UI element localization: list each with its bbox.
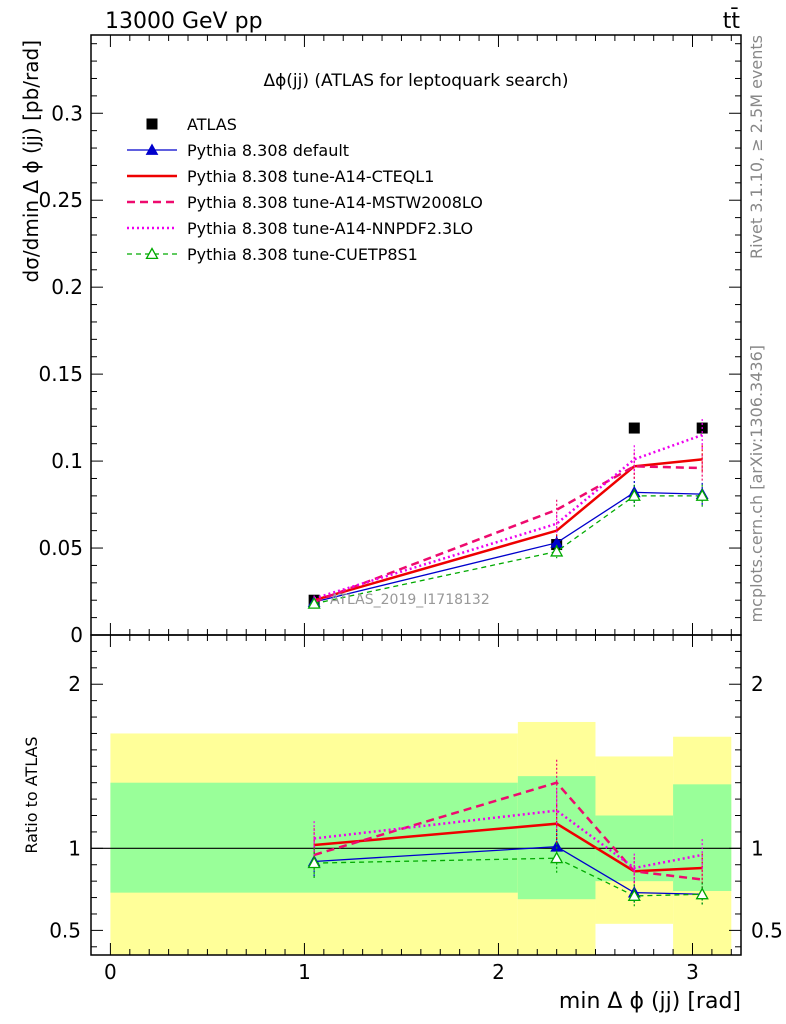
legend-label: Pythia 8.308 tune-A14-CTEQL1	[187, 167, 434, 186]
legend-item: Pythia 8.308 tune-CUETP8S1	[127, 245, 418, 264]
series-pythia-8-308-tune-a14-nnpdf2-3lo	[313, 419, 703, 602]
ratio-series-line	[313, 809, 703, 870]
legend-label: Pythia 8.308 tune-A14-MSTW2008LO	[187, 193, 483, 212]
legend-item: Pythia 8.308 default	[127, 141, 349, 160]
main-panel: 0 0.05 0.1 0.15 0.2 0.25 0.3 Δϕ(jj) (ATLAS for…	[19, 34, 742, 647]
legend-label: Pythia 8.308 default	[187, 141, 349, 160]
ratio-y-tick-label-right: 0.5	[751, 918, 783, 942]
ratio-panel-frame	[90, 634, 742, 956]
legend-item: Pythia 8.308 tune-A14-MSTW2008LO	[127, 193, 483, 212]
ratio-y-tick-label: 1	[68, 836, 81, 860]
ratio-y-tick-label: 2	[68, 672, 81, 696]
x-tick-label: 0	[104, 960, 117, 984]
atlas-data-point	[628, 422, 640, 434]
ratio-marker	[307, 856, 321, 869]
ratio-marker	[695, 887, 709, 900]
rivet-version-note: Rivet 3.1.10, ≥ 2.5M events	[747, 35, 766, 259]
ratio-series-line	[313, 781, 703, 881]
x-axis-label: min Δ ϕ (jj) [rad]	[559, 989, 741, 1014]
process-label: 13000 GeV pp	[105, 9, 263, 34]
main-y-tick-label: 0.2	[51, 275, 83, 299]
legend-label: Pythia 8.308 tune-A14-NNPDF2.3LO	[187, 219, 473, 238]
legend-swatch	[146, 118, 158, 130]
series-line	[313, 433, 703, 600]
ratio-panel: 0 1 2 3 0.5 0.5 1 1 2 2 Ratio to ATLAS min Δ ϕ (j…	[22, 634, 783, 1014]
legend-label: Pythia 8.308 tune-CUETP8S1	[187, 245, 418, 264]
ratio-series-line	[314, 822, 703, 873]
series-marker	[627, 489, 641, 501]
ratio-y-axis-label: Ratio to ATLAS	[22, 736, 41, 853]
main-y-axis-label: dσ/dmin Δ ϕ (jj) [pb/rad]	[19, 40, 43, 282]
legend-item: Pythia 8.308 tune-A14-CTEQL1	[127, 167, 434, 186]
series-atlas	[308, 422, 708, 606]
series-marker	[307, 596, 321, 609]
ratio-marker	[627, 889, 641, 901]
main-y-tick-label: 0.05	[38, 536, 83, 560]
main-y-tick-label: 0.1	[51, 449, 83, 473]
main-title: Δϕ(jj) (ATLAS for leptoquark search)	[263, 71, 568, 91]
inner-uncertainty-band	[673, 784, 732, 891]
series-marker	[550, 544, 564, 557]
series-marker	[695, 489, 709, 501]
x-tick-label: 1	[298, 960, 311, 984]
ratio-marker	[550, 851, 564, 864]
main-y-tick-label: 0.15	[38, 362, 83, 386]
x-tick-label: 3	[686, 960, 699, 984]
main-y-tick-label: 0.25	[38, 188, 83, 212]
ratio-y-tick-label-right: 1	[751, 836, 764, 860]
final-state-label: tt̄	[723, 8, 741, 34]
ratio-series-line	[314, 846, 703, 895]
series-line	[313, 465, 703, 604]
source-note: mcplots.cern.ch [arXiv:1306.3436]	[747, 345, 766, 622]
ratio-y-tick-label: 0.5	[49, 918, 81, 942]
main-y-tick-label: 0	[70, 623, 83, 647]
legend-marker	[145, 143, 159, 155]
main-y-tick-label: 0.3	[51, 101, 83, 125]
series-line	[313, 458, 703, 602]
legend-item: Pythia 8.308 tune-A14-NNPDF2.3LO	[127, 219, 473, 238]
legend-label: ATLAS	[187, 115, 237, 134]
ratio-series-line	[314, 857, 703, 897]
ratio-series-pythia-8-308-tune-cuetp8s1	[307, 842, 709, 908]
legend-marker	[145, 247, 159, 260]
x-tick-label: 2	[492, 960, 505, 984]
analysis-watermark: ATLAS_2019_I1718132	[330, 592, 490, 608]
series-pythia-8-308-tune-cuetp8s1	[307, 484, 709, 609]
ratio-y-tick-label-right: 2	[751, 672, 764, 696]
series-line	[313, 491, 703, 603]
legend-item: ATLAS	[146, 115, 237, 134]
legend: ATLAS Pythia 8.308 default Pythia 8.308 tu…	[127, 115, 483, 264]
